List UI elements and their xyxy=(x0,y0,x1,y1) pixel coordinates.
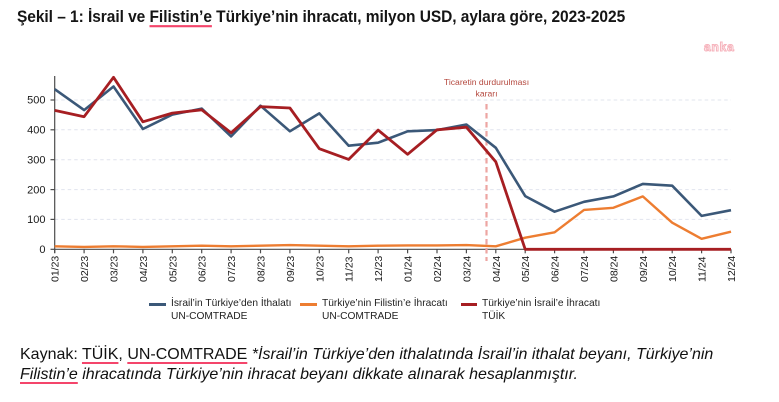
svg-text:400: 400 xyxy=(27,125,45,137)
svg-text:02/23: 02/23 xyxy=(79,256,91,282)
svg-text:04/24: 04/24 xyxy=(491,256,503,282)
svg-text:0: 0 xyxy=(39,244,45,256)
svg-text:10/24: 10/24 xyxy=(667,256,679,282)
svg-text:03/24: 03/24 xyxy=(461,256,473,282)
svg-text:07/24: 07/24 xyxy=(579,256,591,282)
svg-text:05/23: 05/23 xyxy=(167,256,179,282)
svg-text:10/23: 10/23 xyxy=(314,256,326,282)
svg-text:09/24: 09/24 xyxy=(638,256,650,282)
svg-text:06/24: 06/24 xyxy=(550,256,562,282)
svg-text:11/23: 11/23 xyxy=(344,256,356,282)
svg-text:05/24: 05/24 xyxy=(520,256,532,282)
svg-text:04/23: 04/23 xyxy=(138,256,150,282)
svg-text:12/23: 12/23 xyxy=(373,256,385,282)
svg-text:200: 200 xyxy=(27,184,45,196)
svg-text:12/24: 12/24 xyxy=(726,256,738,282)
svg-text:06/23: 06/23 xyxy=(197,256,209,282)
svg-text:Ticaretin durdurulması: Ticaretin durdurulması xyxy=(444,77,529,87)
svg-text:09/23: 09/23 xyxy=(285,256,297,282)
svg-text:11/24: 11/24 xyxy=(697,256,709,282)
svg-text:100: 100 xyxy=(27,214,45,226)
svg-text:07/23: 07/23 xyxy=(226,256,238,282)
svg-text:08/23: 08/23 xyxy=(256,256,268,282)
svg-text:02/24: 02/24 xyxy=(432,256,444,282)
svg-text:500: 500 xyxy=(27,95,45,107)
svg-text:03/23: 03/23 xyxy=(109,256,121,282)
svg-text:kararı: kararı xyxy=(476,89,498,99)
svg-text:01/24: 01/24 xyxy=(403,256,415,282)
svg-text:08/24: 08/24 xyxy=(608,256,620,282)
svg-text:300: 300 xyxy=(27,154,45,166)
svg-text:01/23: 01/23 xyxy=(50,256,62,282)
